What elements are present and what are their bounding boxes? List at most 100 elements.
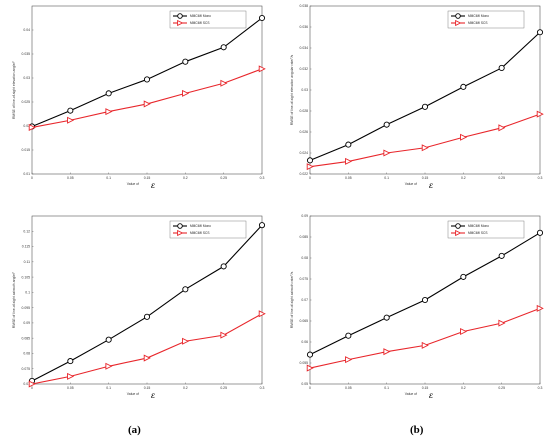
data-point: [105, 108, 113, 116]
legend-label: MMCIMI Mono: [468, 14, 489, 18]
data-point: [67, 116, 75, 124]
data-point: [498, 124, 506, 132]
data-point: [258, 222, 266, 229]
y-tick-label: 0.02: [23, 124, 30, 128]
x-tick-label: 0: [309, 386, 311, 390]
data-point: [345, 157, 353, 165]
data-point: [28, 380, 36, 388]
y-tick-label: 0.075: [22, 367, 31, 371]
y-tick-label: 0.09: [301, 214, 308, 218]
y-tick-label: 0.015: [22, 148, 31, 152]
x-tick-label: 0.2: [183, 386, 188, 390]
plot-frame: [31, 215, 263, 385]
y-tick-label: 0.026: [300, 130, 309, 134]
data-point: [421, 341, 429, 349]
x-tick-label: 0.05: [345, 176, 352, 180]
data-point: [421, 103, 429, 110]
legend-marker: [455, 229, 462, 237]
x-axis-label: Value of: [127, 392, 139, 396]
x-tick-label: 0: [309, 176, 311, 180]
x-tick-label: 0.15: [144, 386, 151, 390]
x-tick-label: 0.05: [345, 386, 352, 390]
y-tick-label: 0.036: [300, 25, 309, 29]
y-tick-label: 0.08: [301, 256, 308, 260]
y-tick-label: 0.075: [300, 277, 309, 281]
y-tick-label: 0.095: [22, 306, 31, 310]
legend: [169, 220, 247, 239]
chart-b-top: 0 0.05 0.1 0.15 0.2 0.25 0.3 0.022 0.024 0.026 0.0…: [280, 2, 548, 197]
data-point: [67, 107, 74, 114]
x-tick-label: 0.1: [106, 176, 111, 180]
x-tick-label: 0.1: [384, 176, 389, 180]
data-point: [383, 149, 391, 157]
x-tick-label: 0.25: [220, 386, 227, 390]
y-tick-label: 0.01: [23, 172, 30, 176]
legend-label: MMCIMI Mono: [468, 224, 489, 228]
data-point: [258, 310, 266, 318]
legend-label: MMCIMI Mono: [190, 14, 211, 18]
data-point: [105, 336, 112, 343]
x-tick-label: 0.05: [67, 386, 74, 390]
legend-marker: [177, 223, 183, 229]
data-point: [421, 296, 429, 304]
data-point: [306, 351, 314, 358]
x-tick-label: 0.3: [538, 386, 543, 390]
data-point: [67, 358, 74, 365]
data-point: [220, 263, 227, 270]
legend-marker: [177, 229, 184, 237]
y-tick-label: 0.038: [300, 4, 309, 8]
y-tick-label: 0.09: [23, 321, 30, 325]
x-tick-label: 0.15: [422, 386, 429, 390]
x-tick-label: 0.05: [67, 176, 74, 180]
data-point: [345, 141, 352, 148]
data-point: [28, 123, 36, 131]
legend: [447, 10, 525, 29]
data-point: [536, 304, 544, 312]
data-point: [536, 29, 544, 36]
y-tick-label: 0.07: [23, 382, 30, 386]
x-tick-label: 0.2: [461, 176, 466, 180]
y-tick-label: 0.105: [22, 275, 31, 279]
x-tick-label: 0.25: [498, 176, 505, 180]
x-tick-label: 0.25: [220, 176, 227, 180]
y-tick-label: 0.022: [300, 172, 309, 176]
data-point: [182, 337, 190, 345]
x-axis-symbol: ε: [151, 391, 155, 400]
data-point: [460, 83, 467, 90]
chart-svg-1: 0 0.05 0.1 0.15 0.2 0.25 0.3 0.022 0.024 0.026 0.0…: [290, 4, 544, 190]
y-axis-label: RMSE of line-of-sight elevation angle/°: [12, 60, 16, 119]
data-point: [143, 76, 151, 83]
data-point: [182, 89, 190, 97]
x-axis-label: Value of: [405, 392, 417, 396]
data-point: [421, 144, 429, 152]
data-point: [306, 157, 314, 164]
y-axis-label: RMSE of line-of-sight elevation angular …: [290, 54, 294, 125]
chart-svg-3: 0 0.05 0.1 0.15 0.2 0.25 0.30.050.0550.060.065…: [290, 214, 544, 400]
data-point: [105, 90, 112, 97]
legend-marker: [455, 223, 461, 229]
legend-label: MMCIMI SCS: [468, 231, 487, 235]
data-point: [460, 273, 467, 280]
x-tick-label: 0.2: [183, 176, 188, 180]
y-tick-label: 0.034: [300, 46, 309, 50]
data-point: [536, 229, 544, 236]
x-tick-label: 0.15: [144, 176, 151, 180]
x-tick-label: 0.15: [422, 176, 429, 180]
x-tick-label: 0.3: [260, 176, 265, 180]
x-axis-symbol: ε: [429, 391, 433, 400]
y-tick-label: 0.085: [300, 235, 309, 239]
legend-marker: [455, 19, 462, 27]
data-point: [258, 65, 266, 73]
legend-label: MMCIMI Mono: [190, 224, 211, 228]
x-tick-label: 0.3: [538, 176, 543, 180]
y-tick-label: 0.06: [301, 340, 308, 344]
legend-marker: [177, 13, 183, 19]
y-tick-label: 0.115: [22, 245, 30, 249]
y-tick-label: 0.04: [23, 28, 30, 32]
caption-b: (b): [410, 424, 424, 436]
x-tick-label: 0: [31, 386, 33, 390]
y-tick-label: 0.11: [24, 260, 30, 264]
y-tick-label: 0.03: [301, 88, 308, 92]
y-axis-label: RMSE of line-of-sight azimuth angle/°: [12, 271, 16, 328]
data-point: [536, 110, 544, 118]
